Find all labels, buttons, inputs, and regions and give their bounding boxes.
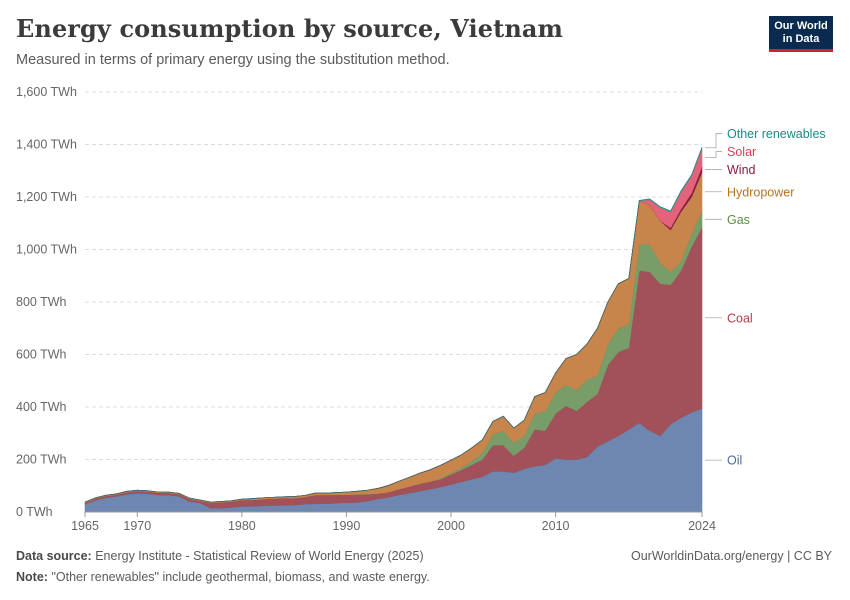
series-label-other-renewables: Other renewables: [727, 127, 826, 141]
stacked-areas: [84, 147, 703, 513]
axes: 0 TWh 200 TWh 400 TWh 600 TWh 800 TWh 1,000 T…: [16, 85, 716, 533]
chart-title: Energy consumption by source, Vietnam: [16, 14, 564, 43]
series-label-gas: Gas: [727, 213, 750, 227]
series-label-wind: Wind: [727, 163, 756, 177]
x-tick-label: 2000: [437, 519, 465, 533]
x-tick-label: 1980: [228, 519, 256, 533]
series-labels: Oil Coal Gas Hydropower Wind Solar Other renew…: [705, 127, 826, 468]
note-label: Note:: [16, 570, 48, 584]
label-connector-other-renewables: [705, 133, 722, 149]
label-connector-solar: [705, 151, 722, 159]
series-label-coal: Coal: [727, 311, 753, 325]
y-tick-label: 800 TWh: [16, 295, 67, 309]
series-label-oil: Oil: [727, 454, 742, 468]
y-tick-label: 200 TWh: [16, 453, 67, 467]
note-text: "Other renewables" include geothermal, b…: [51, 570, 430, 584]
area-other-renewables: [84, 147, 703, 503]
credit-link[interactable]: OurWorldinData.org/energy | CC BY: [630, 549, 832, 563]
x-tick-label: 1990: [333, 519, 361, 533]
y-tick-label: 1,600 TWh: [16, 85, 77, 99]
owid-logo[interactable]: Our World in Data: [769, 16, 833, 52]
x-tick-label: 1970: [123, 519, 151, 533]
note: Note: "Other renewables" include geother…: [16, 570, 430, 584]
x-tick-label: 2010: [542, 519, 570, 533]
y-tick-label: 400 TWh: [16, 400, 67, 414]
area-outline-other-renewables: [84, 147, 703, 503]
x-tick-label: 1965: [71, 519, 99, 533]
logo-line-1: Our World: [774, 20, 828, 32]
y-tick-label: 600 TWh: [16, 348, 67, 362]
data-source: Data source: Energy Institute - Statisti…: [16, 549, 424, 563]
logo-line-2: in Data: [782, 33, 820, 45]
data-source-label: Data source:: [16, 549, 92, 563]
data-source-text[interactable]: Energy Institute - Statistical Review of…: [95, 549, 424, 563]
y-tick-label: 1,400 TWh: [16, 138, 77, 152]
y-tick-label: 0 TWh: [16, 505, 53, 519]
x-tick-label: 2024: [688, 519, 716, 533]
series-label-hydropower: Hydropower: [727, 185, 794, 199]
y-tick-label: 1,000 TWh: [16, 243, 77, 257]
y-tick-label: 1,200 TWh: [16, 190, 77, 204]
series-label-solar: Solar: [727, 145, 756, 159]
chart-subtitle: Measured in terms of primary energy usin…: [16, 52, 450, 68]
